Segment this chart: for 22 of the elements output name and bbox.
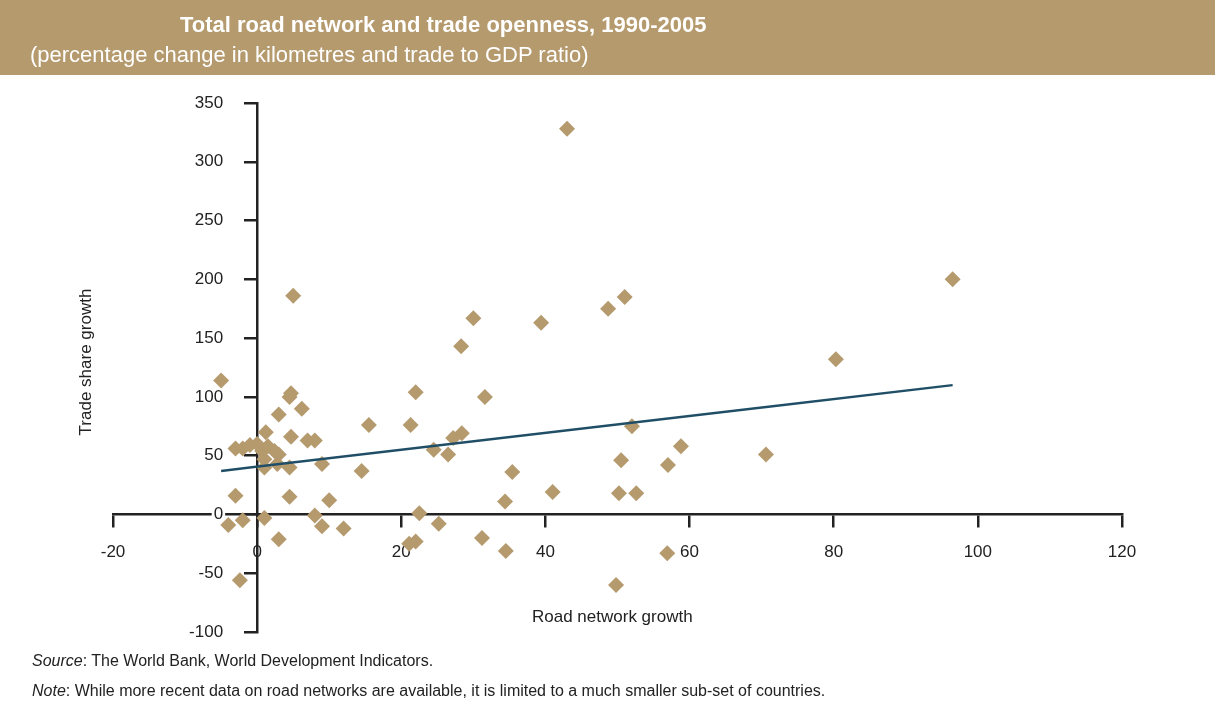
x-tick-label: 100 (963, 542, 993, 562)
source-note: Source: The World Bank, World Development Indicators. (32, 652, 434, 670)
y-tick-label: 0 (213, 504, 224, 524)
x-tick-label: -20 (100, 542, 126, 562)
y-tick-label: -100 (189, 621, 224, 641)
x-tick-label: 80 (824, 542, 844, 562)
x-tick-label: 60 (680, 542, 700, 562)
text: Note: While more recent data on road networks are available, it is limited to a much smaller sub-set of countries. (32, 682, 826, 700)
y-tick-label: 50 (204, 445, 224, 465)
chart-subtitle: (percentage change in kilometres and trade to GDP ratio) (30, 42, 589, 68)
y-tick-label: 350 (194, 92, 224, 112)
y-axis-title: Trade share growth (76, 288, 96, 436)
x-tick-label: 40 (535, 542, 555, 562)
y-tick-label: 300 (194, 151, 224, 171)
chart-title: Total road network and trade openness, 1990-2005 (180, 12, 707, 38)
y-tick-label: 100 (194, 386, 224, 406)
x-axis-title: Road network growth (532, 607, 693, 627)
y-tick-label: 250 (194, 210, 224, 230)
x-tick-label: 120 (1107, 542, 1137, 562)
y-tick-label: 200 (194, 269, 224, 289)
y-tick-label: 150 (194, 327, 224, 347)
y-tick-label: -50 (198, 562, 224, 582)
